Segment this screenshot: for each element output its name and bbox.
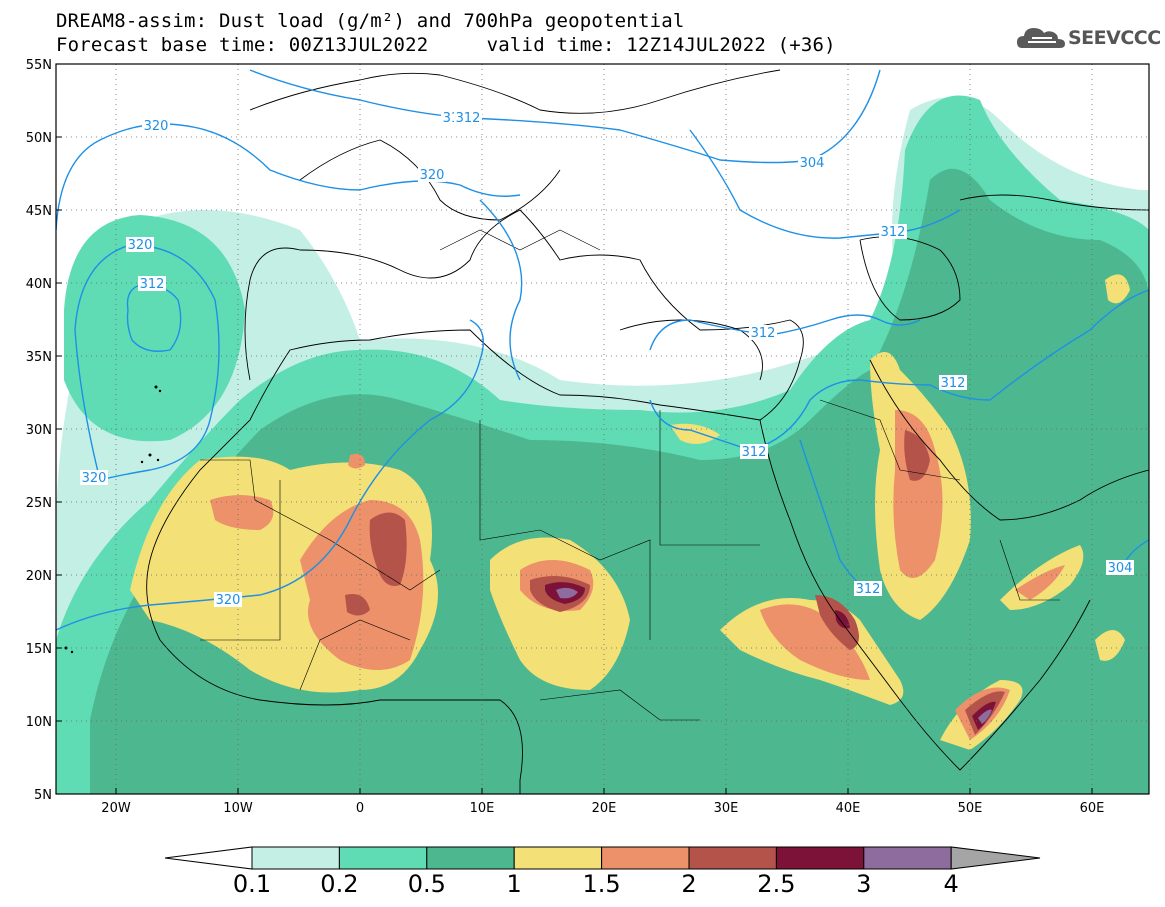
svg-text:312: 312 bbox=[456, 111, 481, 126]
cloud-logo-icon bbox=[1017, 28, 1065, 48]
contour-label: 312 bbox=[879, 224, 907, 240]
colorbar-segment bbox=[513, 846, 603, 870]
seevccc-logo: SEEVCCC bbox=[1016, 24, 1161, 52]
colorbar-segment bbox=[601, 846, 690, 870]
colorbar-segment bbox=[775, 846, 865, 870]
latitude-axis: 55N 50N 45N 40N 35N 30N 25N 20N 15N 10N 5N bbox=[26, 58, 62, 803]
colorbar-label: 4 bbox=[943, 870, 959, 898]
contour-label: 312 bbox=[939, 375, 967, 391]
colorbar-segment bbox=[863, 846, 952, 870]
lat-tick-label: 25N bbox=[26, 496, 52, 511]
lat-tick-label: 20N bbox=[26, 569, 52, 584]
lat-tick-label: 55N bbox=[26, 58, 52, 73]
lon-tick-label: 10W bbox=[223, 801, 253, 816]
lat-tick-label: 35N bbox=[26, 350, 52, 365]
dust-region-lvl5-h bbox=[348, 453, 365, 469]
dust-region-lvl6-b bbox=[345, 594, 370, 616]
svg-text:312: 312 bbox=[751, 326, 776, 341]
svg-text:320: 320 bbox=[128, 238, 153, 253]
lon-tick-label: 20E bbox=[592, 801, 617, 816]
dust-region-lvl6-e bbox=[904, 430, 930, 481]
forecast-times: Forecast base time: 00Z13JUL2022 valid t… bbox=[56, 34, 836, 56]
dust-region-lvl5-d bbox=[760, 604, 870, 680]
coastlines bbox=[146, 69, 1149, 794]
lon-tick-label: 40E bbox=[836, 801, 861, 816]
colorbar-label: 0.5 bbox=[407, 870, 446, 898]
svg-text:304: 304 bbox=[1108, 561, 1133, 576]
dust-region-lvl3-b bbox=[940, 413, 1149, 540]
graticule bbox=[56, 64, 1149, 794]
logo-text: SEEVCCC bbox=[1068, 27, 1161, 49]
contour-label: 320 bbox=[142, 118, 170, 134]
contour-label: 304 bbox=[1106, 560, 1134, 576]
colorbar-segment bbox=[251, 846, 340, 870]
map-title: DREAM8-assim: Dust load (g/m²) and 700hP… bbox=[56, 10, 685, 32]
svg-text:320: 320 bbox=[216, 593, 241, 608]
svg-text:312: 312 bbox=[856, 582, 881, 597]
dust-region-lvl8-b bbox=[978, 709, 992, 724]
lon-tick-label: 20W bbox=[101, 801, 131, 816]
colorbar-under-arrow bbox=[164, 846, 253, 870]
dust-field bbox=[56, 64, 1149, 794]
lat-tick-label: 30N bbox=[26, 423, 52, 438]
lat-tick-label: 15N bbox=[26, 642, 52, 657]
contour-label: 304 bbox=[798, 155, 826, 171]
lon-tick-label: 30E bbox=[714, 801, 739, 816]
colorbar-label: 0.1 bbox=[232, 870, 272, 898]
contour-label: 320 bbox=[214, 592, 242, 608]
dust-region-lvl7-b bbox=[835, 610, 850, 629]
svg-text:320: 320 bbox=[82, 471, 107, 486]
contour-label: 312 bbox=[854, 581, 882, 597]
dust-region-lvl2-b bbox=[64, 215, 245, 442]
contour-label: 312 bbox=[454, 110, 482, 126]
contour-label: 320 bbox=[126, 237, 154, 253]
dust-region-lvl5-g bbox=[1015, 565, 1065, 600]
longitude-axis: 20W 10W 0 10E 20E 30E 40E 50E 60E bbox=[101, 788, 1104, 816]
colorbar-segment bbox=[338, 846, 428, 870]
lon-tick-label: 50E bbox=[958, 801, 983, 816]
dust-region-lvl4-h bbox=[1105, 274, 1130, 304]
colorbar-label: 2.5 bbox=[757, 870, 796, 898]
colorbar-label: 1 bbox=[506, 870, 522, 898]
dust-region-lvl5-b bbox=[210, 495, 274, 530]
colorbar-segment bbox=[426, 846, 515, 870]
colorbar-label: 1.5 bbox=[582, 870, 621, 898]
dust-region-lvl4-i bbox=[1095, 630, 1125, 661]
colorbar bbox=[164, 846, 1041, 870]
geopotential-contours bbox=[56, 69, 1149, 631]
lat-tick-label: 5N bbox=[34, 788, 52, 803]
island-markers bbox=[64, 385, 162, 654]
colorbar-label: 2 bbox=[681, 870, 697, 898]
lat-tick-label: 50N bbox=[26, 131, 52, 146]
svg-text:312: 312 bbox=[941, 376, 966, 391]
svg-text:312: 312 bbox=[742, 445, 767, 460]
contour-label: 312 bbox=[740, 444, 768, 460]
lat-tick-label: 40N bbox=[26, 277, 52, 292]
svg-text:320: 320 bbox=[420, 168, 445, 183]
svg-text:312: 312 bbox=[881, 225, 906, 240]
contour-labels: 320 312 320 320 312 312 320 304 312 312 312 312 320 3… bbox=[80, 110, 1134, 608]
contour-label: 320 bbox=[418, 167, 446, 183]
colorbar-over-arrow bbox=[950, 846, 1041, 870]
lat-tick-label: 45N bbox=[26, 204, 52, 219]
colorbar-label: 3 bbox=[856, 870, 872, 898]
lon-tick-label: 10E bbox=[470, 801, 495, 816]
contour-label: 320 bbox=[80, 470, 108, 486]
svg-text:304: 304 bbox=[800, 156, 825, 171]
dust-region-lvl6 bbox=[369, 512, 407, 586]
svg-text:320: 320 bbox=[144, 119, 169, 134]
lon-tick-label: 0 bbox=[356, 801, 364, 816]
lat-tick-label: 10N bbox=[26, 715, 52, 730]
svg-text:312: 312 bbox=[140, 277, 165, 292]
contour-label: 312 bbox=[138, 276, 166, 292]
dust-region-lvl6-d bbox=[815, 595, 859, 650]
dust-region-lvl8 bbox=[556, 587, 578, 599]
lon-tick-label: 60E bbox=[1080, 801, 1105, 816]
borders bbox=[200, 229, 1060, 721]
colorbar-segment bbox=[688, 846, 777, 870]
contour-label: 312 bbox=[749, 325, 777, 341]
colorbar-label: 0.2 bbox=[320, 870, 359, 898]
